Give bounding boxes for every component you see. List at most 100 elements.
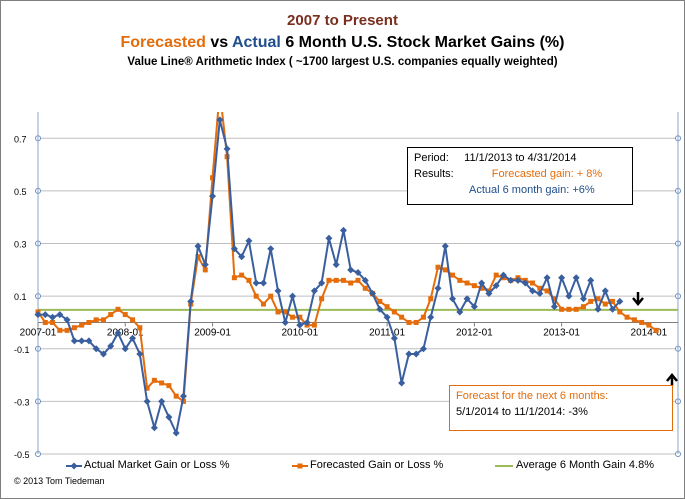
forecast-point [602,301,608,307]
forecast-point [442,267,448,273]
period-value: 11/1/2013 to 4/31/2014 [464,152,577,164]
actual-point [550,303,558,311]
forecast-point [566,306,572,312]
legend-average-label: Average 6 Month Gain 4.8% [516,459,654,471]
actual-point [107,342,115,350]
x-tick-label: 2013-01 [543,327,580,338]
y-tick-label: 0.3 [14,240,27,250]
actual-point [536,290,544,298]
forecast-point [384,304,390,310]
actual-point [434,284,442,292]
forecast-point [595,296,601,302]
actual-point [245,237,253,245]
actual-point [543,274,551,282]
period-label: Period: [414,152,449,164]
legend-actual-marker [70,462,78,470]
forecast-point [108,312,114,318]
subtitle-forecasted: Forecasted [120,34,206,51]
forecast-point [210,175,216,181]
x-axis: 2007-01 2008-01 2009-01 2010-01 2011-01 2012-… [20,321,678,338]
actual-point [121,345,129,353]
actual-point [529,287,537,295]
forecast-point [435,264,441,270]
actual-point [267,245,275,253]
actual-point [187,297,195,305]
actual-point [216,116,224,124]
actual-point [572,274,580,282]
forecast-point [420,314,426,320]
forecast-point [166,383,172,389]
forecast-point [580,304,586,310]
actual-point [398,379,406,387]
next-forecast-heading: Forecast for the next 6 months: [456,390,609,402]
forecast-point [617,309,623,315]
actual-gain-text: Actual 6 month gain: +6% [469,184,595,196]
forecast-point [151,377,157,383]
actual-point [594,305,602,313]
actual-point [63,316,71,324]
actual-point [427,313,435,321]
actual-point [412,350,420,358]
actual-point [369,290,377,298]
forecast-point [130,317,136,323]
y-tick-label: 0.1 [14,292,27,302]
actual-point [56,311,64,319]
forecast-point [537,285,543,291]
actual-point [172,429,180,437]
forecast-point [471,283,477,289]
actual-point [114,329,122,337]
actual-point [274,287,282,295]
x-tick-label: 2008-01 [107,327,144,338]
actual-point [492,282,500,290]
forecast-point [319,296,325,302]
forecast-point [122,312,128,318]
forecast-point [159,380,165,386]
actual-point [478,279,486,287]
forecast-point [428,296,434,302]
actual-point [281,318,289,326]
actual-point [85,337,93,345]
actual-point [201,261,209,269]
copyright: © 2013 Tom Tiedeman [14,476,105,486]
actual-point [405,350,413,358]
forecast-point [217,88,222,93]
subtitle-actual: Actual [231,34,281,51]
forecast-point [559,306,565,312]
actual-point [41,311,49,319]
actual-point [143,397,151,405]
actual-point [507,276,515,284]
actual-point [165,413,173,421]
actual-point [70,337,78,345]
actual-point [470,303,478,311]
forecast-point [551,296,557,302]
forecast-point [406,319,412,325]
forecast-point [391,309,397,315]
forecast-point [282,309,288,315]
actual-point [78,337,86,345]
actual-point [310,287,318,295]
actual-point [383,313,391,321]
forecast-point [195,254,201,260]
subtitle-rest: 6 Month U.S. Stock Market Gains (%) [280,34,565,51]
forecast-point [71,325,77,331]
forecast-point [64,327,70,333]
x-tick-label: 2010-01 [281,327,318,338]
x-tick-label: 2014-01 [631,327,668,338]
actual-point [485,290,493,298]
y-tick-label: -0.3 [14,397,30,407]
actual-point [289,292,297,300]
chart-subtitle: Forecasted vs Actual 6 Month U.S. Stock … [0,34,685,52]
y-tick-label: -0.5 [14,450,30,460]
actual-point [441,242,449,250]
forecast-point [340,277,346,283]
actual-point [579,295,587,303]
forecast-point [639,319,645,325]
forecast-point [86,319,92,325]
up-arrow-icon [666,373,678,386]
period-results-box: Period: 11/1/2013 to 4/31/2014 Results: F… [407,147,633,205]
legend-forecast-label: Forecasted Gain or Loss % [310,459,444,471]
actual-point [390,334,398,342]
forecast-point [326,277,332,283]
actual-point [252,279,260,287]
